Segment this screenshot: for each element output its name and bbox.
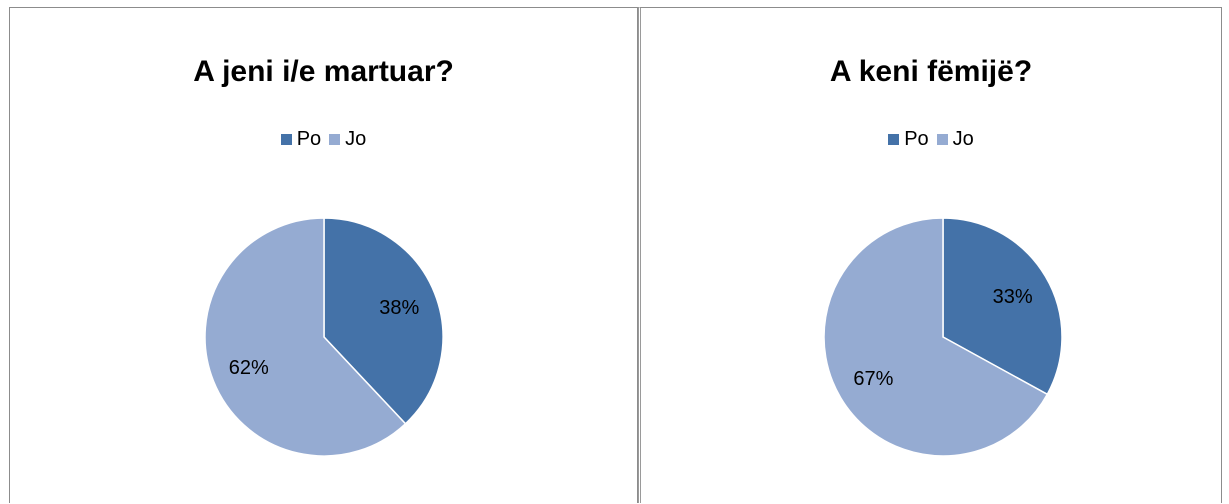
pie-slice-po <box>942 217 1063 396</box>
pie-slice-label-po: 38% <box>379 297 419 319</box>
legend-item-jo: Jo <box>936 128 974 151</box>
legend-item-po: Po <box>280 128 322 151</box>
chart-panel-left: A jeni i/e martuar? Po Jo 38% 62% <box>9 7 638 503</box>
legend-swatch-jo <box>329 134 341 145</box>
chart-title: A jeni i/e martuar? <box>193 55 454 88</box>
pie-slice-label-po: 33% <box>993 286 1033 308</box>
legend-swatch-jo <box>936 134 948 145</box>
pie-slice-label-jo: 67% <box>853 368 893 390</box>
legend-swatch-po <box>888 134 900 145</box>
legend-label-jo: Jo <box>952 128 974 150</box>
pie-slice-po <box>323 217 444 425</box>
legend-item-jo: Jo <box>329 128 366 151</box>
chart-panel-right: A keni fëmijë? Po Jo 33% 67% <box>638 7 1222 503</box>
pie-slice-label-jo: 62% <box>229 357 269 379</box>
chart-legend: Po Jo <box>641 128 1221 151</box>
pie-chart: 33% 67% <box>823 217 1063 457</box>
chart-legend: Po Jo <box>10 128 637 151</box>
pie-slice-jo <box>204 217 407 457</box>
legend-swatch-po <box>280 134 292 145</box>
legend-label-jo: Jo <box>345 128 367 150</box>
legend-label-po: Po <box>904 128 929 150</box>
legend-item-po: Po <box>888 128 929 151</box>
pie-chart: 38% 62% <box>204 217 444 457</box>
legend-label-po: Po <box>296 128 322 150</box>
pie-slice-jo <box>823 217 1049 457</box>
chart-title: A keni fëmijë? <box>829 55 1033 88</box>
